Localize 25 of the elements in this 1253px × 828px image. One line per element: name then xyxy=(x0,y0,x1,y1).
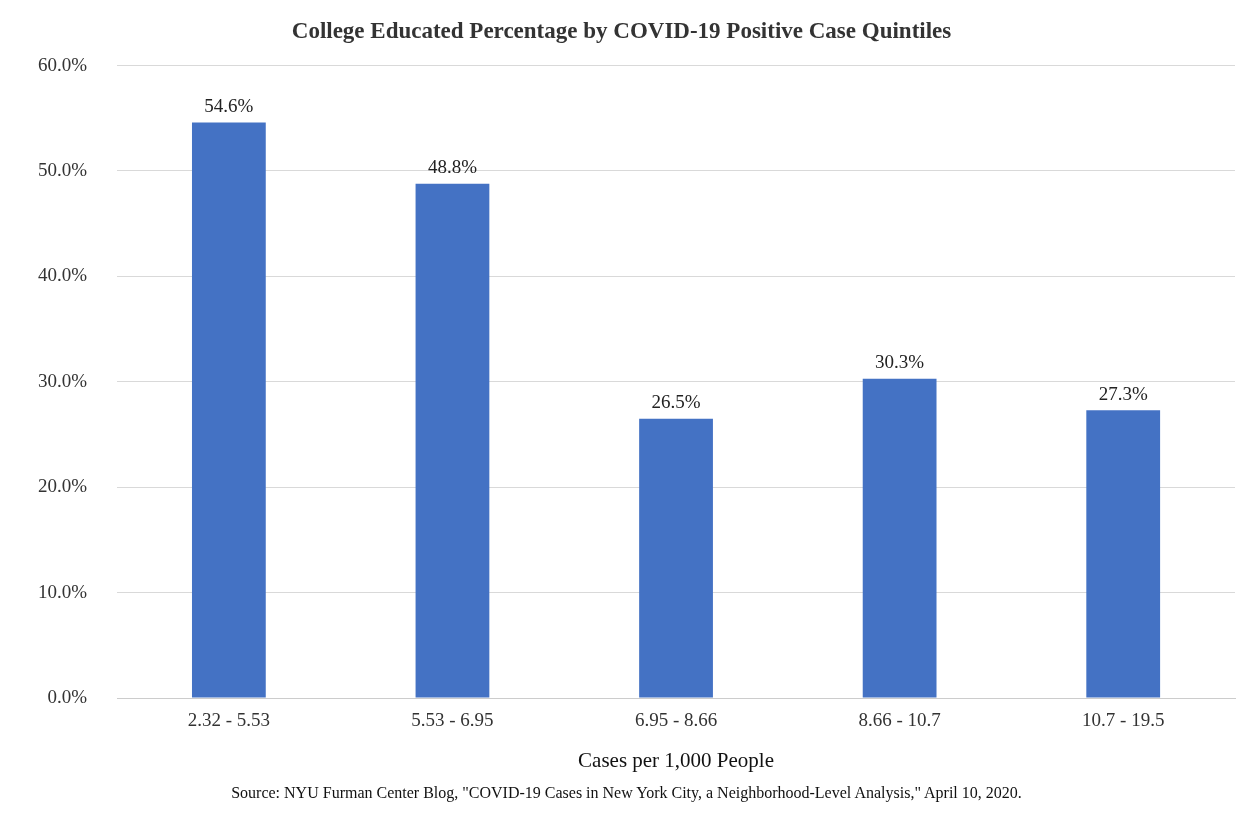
chart-title: College Educated Percentage by COVID-19 Positive Case Quintiles xyxy=(291,17,952,43)
data-label: 27.3% xyxy=(1098,382,1148,404)
x-tick-label: 6.95 - 8.66 xyxy=(634,709,718,731)
y-tick-label: 30.0% xyxy=(38,369,88,391)
data-label: 26.5% xyxy=(651,391,701,413)
bar xyxy=(191,122,266,698)
data-label: 30.3% xyxy=(875,351,925,373)
x-tick-label: 5.53 - 6.95 xyxy=(411,709,494,731)
x-tick-label: 10.7 - 19.5 xyxy=(1082,709,1165,731)
y-tick-label: 50.0% xyxy=(38,158,88,180)
x-tick-label: 2.32 - 5.53 xyxy=(187,709,271,731)
y-tick-label: 10.0% xyxy=(38,580,88,602)
x-tick-label: 8.66 - 10.7 xyxy=(858,709,941,731)
bar xyxy=(415,183,490,698)
y-tick-label: 60.0% xyxy=(38,53,88,75)
data-label: 54.6% xyxy=(204,95,254,116)
bar xyxy=(639,418,713,698)
y-tick-label: 0.0% xyxy=(47,685,88,707)
y-tick-label: 40.0% xyxy=(38,264,88,286)
data-label: 48.8% xyxy=(427,156,478,178)
y-tick-label: 20.0% xyxy=(38,475,88,497)
source-note: Source: NYU Furman Center Blog, "COVID-19 Cases in New York City, a Neighborhood-Level Analysis," April 10, 2020. xyxy=(230,784,1023,802)
x-axis-title: Cases per 1,000 People xyxy=(578,747,775,772)
bar xyxy=(862,378,937,698)
bar xyxy=(1086,410,1161,698)
